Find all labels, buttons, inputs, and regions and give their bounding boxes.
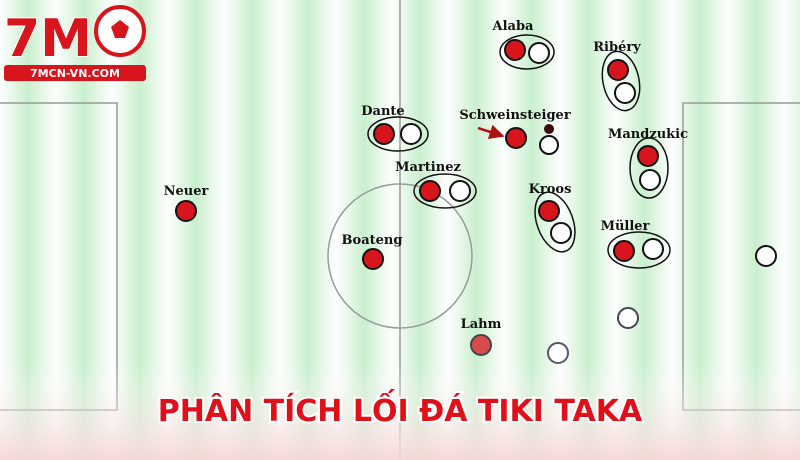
- player-name: Alaba: [492, 19, 535, 34]
- marking-ring: [413, 173, 477, 209]
- player-red: [538, 200, 560, 222]
- player-red: [613, 240, 635, 262]
- logo-ball-pattern: [111, 20, 129, 38]
- player-name: Mandzukic: [608, 127, 688, 142]
- center-circle: [327, 183, 473, 329]
- player-red: [362, 248, 384, 270]
- marking-ring: [601, 50, 641, 112]
- player-white: [614, 82, 636, 104]
- player-white: [539, 135, 559, 155]
- player-red: [175, 200, 197, 222]
- marking-ring: [534, 191, 576, 253]
- player-red: [607, 59, 629, 81]
- player-red: [373, 123, 395, 145]
- player-red: [419, 180, 441, 202]
- player-red: [637, 145, 659, 167]
- player-white: [639, 169, 661, 191]
- player-name: Martinez: [395, 160, 461, 175]
- title: PHÂN TÍCH LỐI ĐÁ TIKI TAKA: [158, 388, 643, 429]
- player-white: [755, 245, 777, 267]
- player-red: [505, 127, 527, 149]
- player-name: Kroos: [529, 182, 572, 197]
- player-name: Neuer: [164, 184, 209, 199]
- player-white: [642, 238, 664, 260]
- player-name: Boateng: [342, 233, 403, 248]
- ball: [544, 124, 554, 134]
- player-name: Schweinsteiger: [459, 108, 571, 123]
- player-white: [528, 42, 550, 64]
- player-name: Müller: [601, 219, 650, 234]
- player-name: Dante: [361, 104, 404, 119]
- marking-ring: [607, 231, 671, 269]
- logo-bar: [4, 65, 146, 81]
- player-white: [617, 307, 639, 329]
- marking-ring: [367, 116, 429, 152]
- bottom-fade: [0, 360, 800, 460]
- logo-brand: 7M: [4, 9, 92, 69]
- marking-ring: [499, 34, 555, 70]
- player-name: Ribéry: [593, 40, 641, 55]
- logo-site: 7MCN-VN.COM: [30, 67, 120, 80]
- arrow: [477, 124, 505, 140]
- player-white: [449, 180, 471, 202]
- player-name: Lahm: [461, 317, 502, 332]
- player-white: [400, 123, 422, 145]
- player-red: [470, 334, 492, 356]
- player-white: [550, 222, 572, 244]
- player-red: [504, 39, 526, 61]
- marking-ring: [629, 137, 669, 199]
